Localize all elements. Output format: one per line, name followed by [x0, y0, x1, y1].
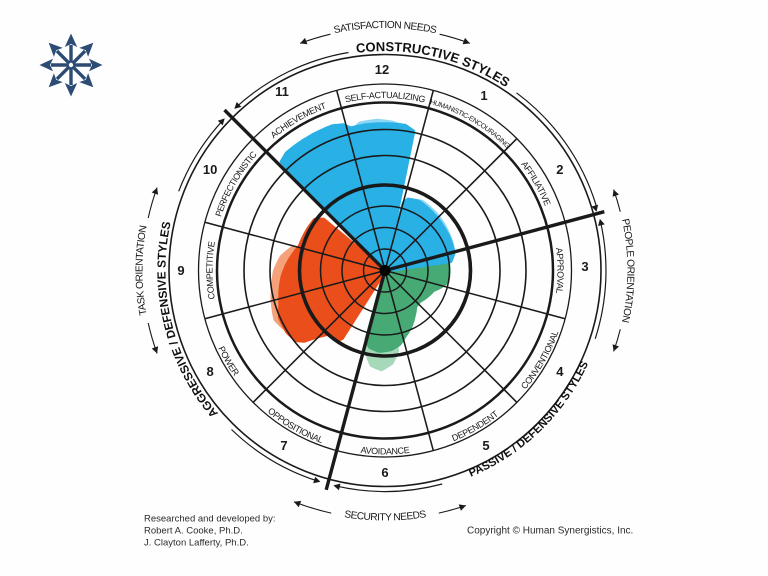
svg-text:SELF-ACTUALIZING: SELF-ACTUALIZING	[344, 90, 427, 105]
svg-text:5: 5	[482, 438, 489, 453]
svg-text:10: 10	[203, 162, 217, 177]
svg-text:J. Clayton Lafferty, Ph.D.: J. Clayton Lafferty, Ph.D.	[144, 538, 249, 549]
svg-text:6: 6	[381, 465, 388, 480]
svg-text:Researched and developed by:: Researched and developed by:	[144, 514, 276, 525]
svg-text:4: 4	[556, 364, 564, 379]
svg-text:1: 1	[480, 88, 487, 103]
svg-text:2: 2	[556, 162, 563, 177]
svg-text:3: 3	[581, 259, 588, 274]
svg-text:PEOPLE ORIENTATION: PEOPLE ORIENTATION	[619, 218, 635, 323]
svg-text:9: 9	[177, 263, 184, 278]
svg-text:Robert A. Cooke, Ph.D.: Robert A. Cooke, Ph.D.	[144, 526, 243, 537]
svg-text:AVOIDANCE: AVOIDANCE	[360, 445, 410, 457]
svg-text:COMPETITIVE: COMPETITIVE	[205, 240, 217, 300]
svg-text:APPROVAL: APPROVAL	[554, 247, 566, 294]
svg-text:8: 8	[206, 364, 213, 379]
svg-text:Copyright © Human Synergistics: Copyright © Human Synergistics, Inc.	[467, 526, 633, 537]
svg-text:SECURITY NEEDS: SECURITY NEEDS	[344, 509, 428, 523]
svg-text:TASK ORIENTATION: TASK ORIENTATION	[135, 225, 150, 316]
svg-text:11: 11	[275, 84, 289, 99]
svg-text:12: 12	[375, 62, 389, 77]
svg-text:7: 7	[280, 438, 287, 453]
svg-text:SATISFACTION NEEDS: SATISFACTION NEEDS	[333, 20, 438, 36]
